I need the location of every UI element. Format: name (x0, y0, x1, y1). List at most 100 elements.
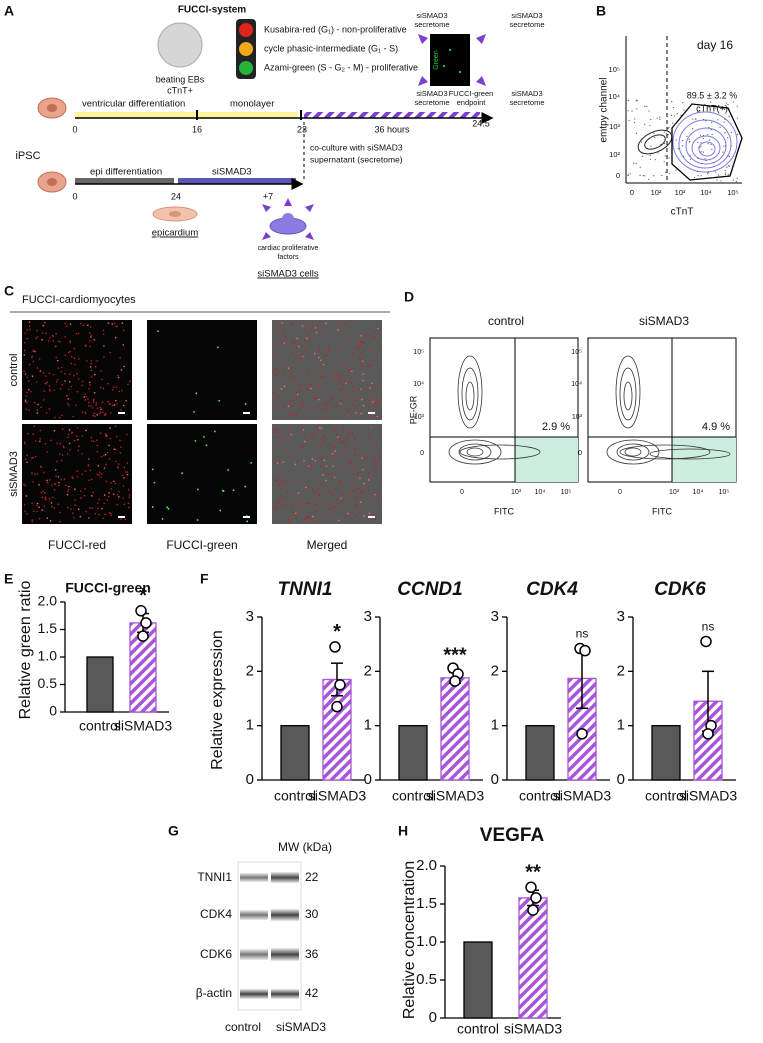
event-dot (696, 170, 699, 173)
nucleus (337, 329, 340, 331)
data-point (329, 641, 341, 653)
y-tick-label: 1 (491, 717, 499, 734)
nucleus (316, 426, 319, 428)
nucleus (303, 440, 306, 443)
nucleus (94, 415, 96, 417)
nucleus (50, 439, 52, 442)
nucleus (353, 438, 356, 441)
nucleus (74, 499, 76, 501)
nucleus (53, 429, 56, 432)
event-dot (732, 163, 734, 166)
y-tick-label: 1.5 (38, 620, 58, 636)
event-dot (727, 155, 729, 157)
nucleus (81, 384, 84, 387)
nucleus (202, 435, 205, 438)
event-dot (711, 148, 713, 150)
nucleus (31, 519, 34, 521)
nucleus (291, 340, 293, 342)
y-axis-label: Relative green ratio (17, 581, 34, 720)
event-dot (735, 180, 738, 183)
nucleus (335, 498, 337, 501)
event-dot (639, 166, 641, 168)
event-dot (722, 151, 724, 153)
nucleus (61, 428, 64, 431)
nucleus (310, 378, 313, 381)
nucleus (375, 444, 377, 447)
event-dot (682, 145, 684, 147)
nucleus (113, 322, 116, 325)
nucleus (339, 402, 342, 405)
nucleus (78, 445, 80, 448)
nucleus (334, 506, 336, 509)
nucleus (313, 352, 316, 355)
label: 22 (305, 870, 319, 884)
nucleus (84, 488, 86, 490)
nucleus (372, 336, 375, 338)
event-dot (698, 146, 700, 148)
label: day 16 (697, 38, 733, 52)
nucleus (120, 369, 123, 371)
nucleus (74, 504, 76, 507)
event-dot (665, 132, 667, 134)
label: control (225, 1020, 261, 1034)
label: siSMAD3 (276, 1020, 326, 1034)
nucleus (117, 376, 120, 379)
nucleus (376, 384, 379, 387)
label: siSMAD3 (416, 89, 447, 98)
nucleus (42, 324, 45, 327)
nucleus (322, 375, 325, 378)
nucleus (80, 497, 82, 499)
nucleus (52, 340, 55, 342)
nucleus (304, 517, 306, 520)
label: siSMAD3 (511, 11, 542, 20)
nucleus (374, 469, 376, 471)
nucleus (31, 502, 33, 504)
nucleus (284, 439, 287, 442)
micrograph (147, 424, 257, 524)
nucleus (107, 322, 110, 324)
nucleus (338, 482, 341, 485)
nucleus (348, 415, 350, 417)
nucleus (328, 491, 330, 494)
nucleus (361, 352, 363, 354)
event-dot (640, 139, 642, 141)
nucleus (24, 484, 27, 487)
nucleus (332, 505, 334, 508)
nucleus (276, 462, 279, 465)
nucleus (372, 455, 375, 457)
data-point (331, 700, 343, 713)
nucleus (286, 490, 289, 492)
label: cTnT (671, 207, 694, 218)
tick-label: 10⁴ (413, 381, 424, 388)
nucleus (196, 488, 199, 491)
nucleus (300, 446, 303, 449)
event-dot (683, 109, 685, 111)
nucleus (36, 502, 39, 505)
nucleus (41, 332, 44, 335)
nucleus (51, 505, 53, 508)
nucleus (283, 406, 285, 409)
event-dot (636, 108, 638, 110)
panel-c-images (10, 311, 390, 524)
nucleus (350, 511, 353, 514)
nucleus (59, 511, 62, 514)
nucleus (100, 473, 103, 475)
nucleus (375, 397, 378, 400)
nucleus (227, 469, 230, 471)
event-dot (727, 103, 729, 106)
nucleus (334, 450, 336, 452)
nucleus (128, 496, 130, 498)
nucleus (89, 506, 91, 509)
nucleus (68, 448, 71, 451)
nucleus (376, 342, 379, 345)
nucleus (359, 344, 361, 346)
nucleus (274, 462, 277, 465)
label: secretome (414, 98, 449, 107)
title: FUCCI-system (178, 5, 246, 16)
nucleus (67, 398, 70, 400)
nucleus (315, 432, 318, 435)
y-tick-label: 1.0 (416, 933, 437, 950)
nucleus (90, 376, 93, 378)
label: siSMAD3 (511, 89, 542, 98)
nucleus (301, 344, 304, 347)
